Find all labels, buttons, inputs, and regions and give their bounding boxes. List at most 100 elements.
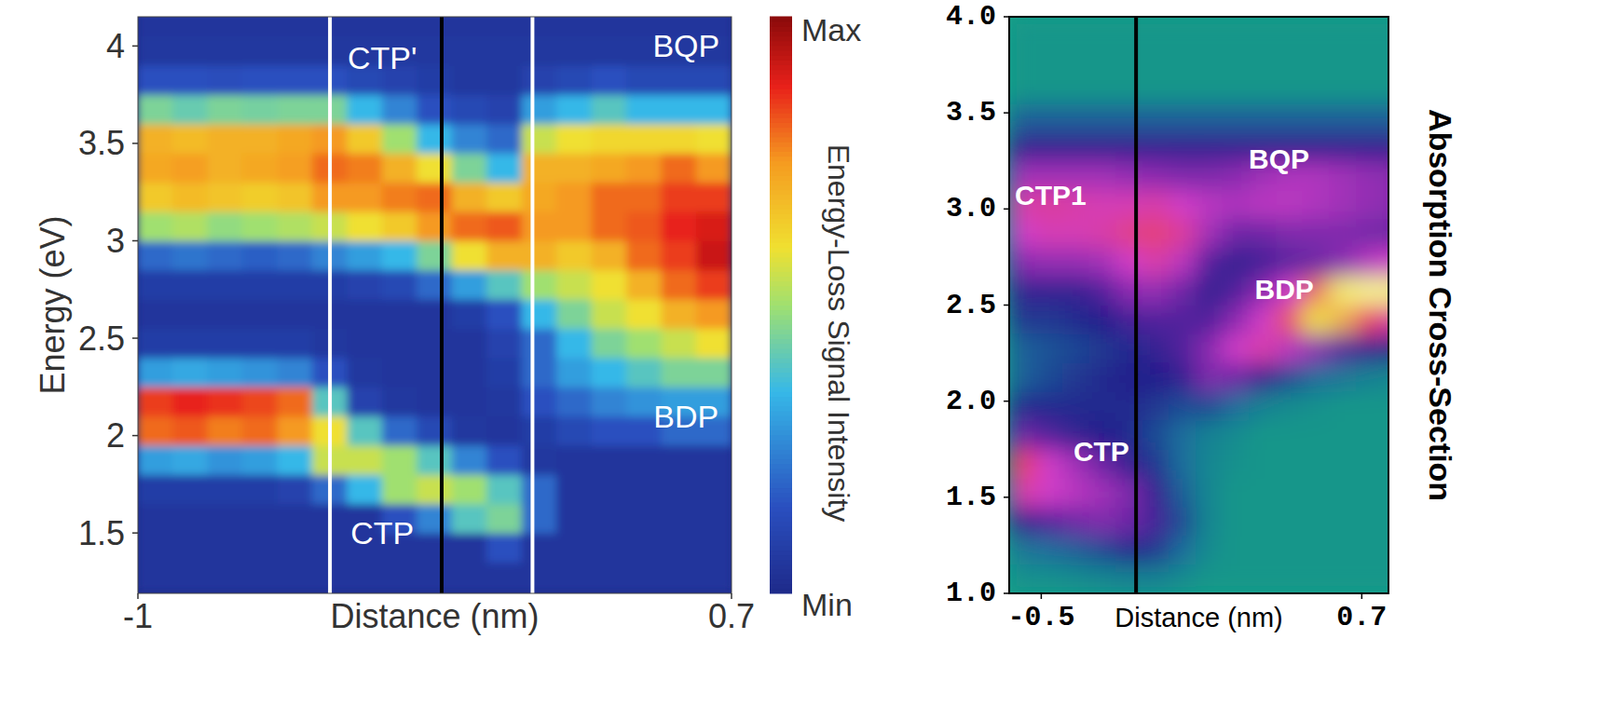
- heatmap-cell: [661, 181, 698, 212]
- heatmap-cell: [591, 269, 628, 300]
- annotation: CTP1: [1014, 179, 1087, 211]
- heatmap-cell: [137, 386, 174, 417]
- heatmap-cell: [1302, 362, 1331, 393]
- heatmap-cell: [172, 328, 208, 358]
- heatmap-cell: [1115, 478, 1144, 508]
- heatmap-cell: [451, 123, 488, 154]
- heatmap-cell: [626, 123, 662, 154]
- heatmap-cell: [1009, 449, 1037, 479]
- heatmap-cell: [172, 211, 208, 242]
- x-tick-label: -1: [123, 597, 153, 636]
- heatmap-cell: [626, 65, 662, 96]
- heatmap-cell: [1302, 506, 1331, 537]
- heatmap-cell: [1088, 564, 1117, 594]
- heatmap-cells: [1009, 16, 1389, 594]
- heatmap-cell: [1195, 478, 1224, 508]
- reference-line: [530, 16, 534, 594]
- heatmap-cell: [242, 152, 278, 183]
- heatmap-cell: [626, 445, 662, 476]
- heatmap-cell: [1195, 449, 1224, 479]
- plot-area: [1009, 16, 1389, 594]
- heatmap-cell: [486, 65, 522, 96]
- heatmap-cell: [1062, 73, 1091, 104]
- x-tick-label: -0.5: [1007, 601, 1075, 634]
- heatmap-cell: [1168, 449, 1197, 479]
- heatmap-cell: [1222, 478, 1251, 508]
- heatmap-cell: [661, 356, 698, 387]
- heatmap-cell: [1062, 218, 1091, 248]
- heatmap-cell: [1328, 102, 1357, 133]
- heatmap-cell: [137, 35, 174, 66]
- heatmap-cell: [172, 269, 208, 300]
- heatmap-cell: [1035, 333, 1064, 364]
- heatmap-cell: [172, 533, 208, 563]
- heatmap-cell: [1088, 189, 1117, 219]
- heatmap-cell: [696, 445, 732, 476]
- heatmap-cell: [486, 240, 522, 271]
- heatmap-cell: [382, 445, 418, 476]
- heatmap-cell: [626, 152, 662, 183]
- y-tick-label: 1.5: [945, 481, 997, 514]
- heatmap-cell: [137, 269, 174, 300]
- heatmap-cell: [556, 445, 592, 476]
- y-tick-label: 2.5: [78, 319, 125, 358]
- heatmap-cell: [1115, 333, 1144, 364]
- heatmap-cell: [172, 561, 208, 592]
- heatmap-cell: [1275, 304, 1304, 335]
- heatmap-cell: [661, 152, 698, 183]
- heatmap-cell: [1248, 16, 1277, 46]
- heatmap-cell: [556, 240, 592, 271]
- heatmap-cell: [451, 152, 488, 183]
- heatmap-cell: [137, 211, 174, 242]
- heatmap-cell: [1248, 189, 1277, 219]
- heatmap-cell: [486, 503, 522, 534]
- heatmap-cell: [1195, 391, 1224, 422]
- y-tick-label: 2: [106, 416, 125, 455]
- heatmap-cell: [1115, 304, 1144, 335]
- heatmap-cell: [1035, 391, 1064, 422]
- heatmap-cell: [206, 123, 243, 154]
- heatmap-cell: [1355, 218, 1384, 248]
- heatmap-cell: [556, 94, 592, 124]
- heatmap-cell: [1222, 246, 1251, 277]
- heatmap-cell: [1328, 131, 1357, 162]
- heatmap-cell: [1062, 478, 1091, 508]
- heatmap-cell: [382, 474, 418, 505]
- heatmap-cell: [1328, 246, 1357, 277]
- heatmap-cell: [1302, 333, 1331, 364]
- heatmap-cell: [451, 65, 488, 96]
- heatmap-cell: [276, 533, 313, 563]
- heatmap-cell: [382, 299, 418, 329]
- heatmap-cell: [1195, 16, 1224, 46]
- annotation: BQP: [1248, 143, 1310, 175]
- heatmap-cell: [382, 181, 418, 212]
- heatmap-cell: [172, 181, 208, 212]
- heatmap-cell: [1195, 73, 1224, 104]
- heatmap-cell: [1355, 362, 1384, 393]
- heatmap-cell: [486, 561, 522, 592]
- heatmap-cell: [1275, 189, 1304, 219]
- heatmap-cell: [382, 94, 418, 124]
- heatmap-cell: [1062, 16, 1091, 46]
- heatmap-cell: [1222, 160, 1251, 191]
- heatmap-cell: [172, 152, 208, 183]
- heatmap-cell: [416, 211, 452, 242]
- heatmap-cell: [1328, 420, 1357, 451]
- heatmap-cell: [1168, 246, 1197, 277]
- heatmap-cell: [661, 533, 698, 563]
- heatmap-cell: [346, 299, 383, 329]
- heatmap-cell: [521, 181, 558, 212]
- heatmap-cell: [1115, 362, 1144, 393]
- heatmap-cell: [486, 533, 522, 563]
- x-tick-label: 0.7: [708, 597, 755, 636]
- heatmap-cell: [556, 328, 592, 358]
- heatmap-cell: [591, 16, 628, 37]
- heatmap-cell: [661, 474, 698, 505]
- heatmap-cell: [1302, 304, 1331, 335]
- heatmap-cell: [1275, 16, 1304, 46]
- heatmap-cell: [1168, 391, 1197, 422]
- heatmap-cell: [451, 211, 488, 242]
- heatmap-cell: [1222, 189, 1251, 219]
- heatmap-cell: [137, 356, 174, 387]
- heatmap-cell: [242, 474, 278, 505]
